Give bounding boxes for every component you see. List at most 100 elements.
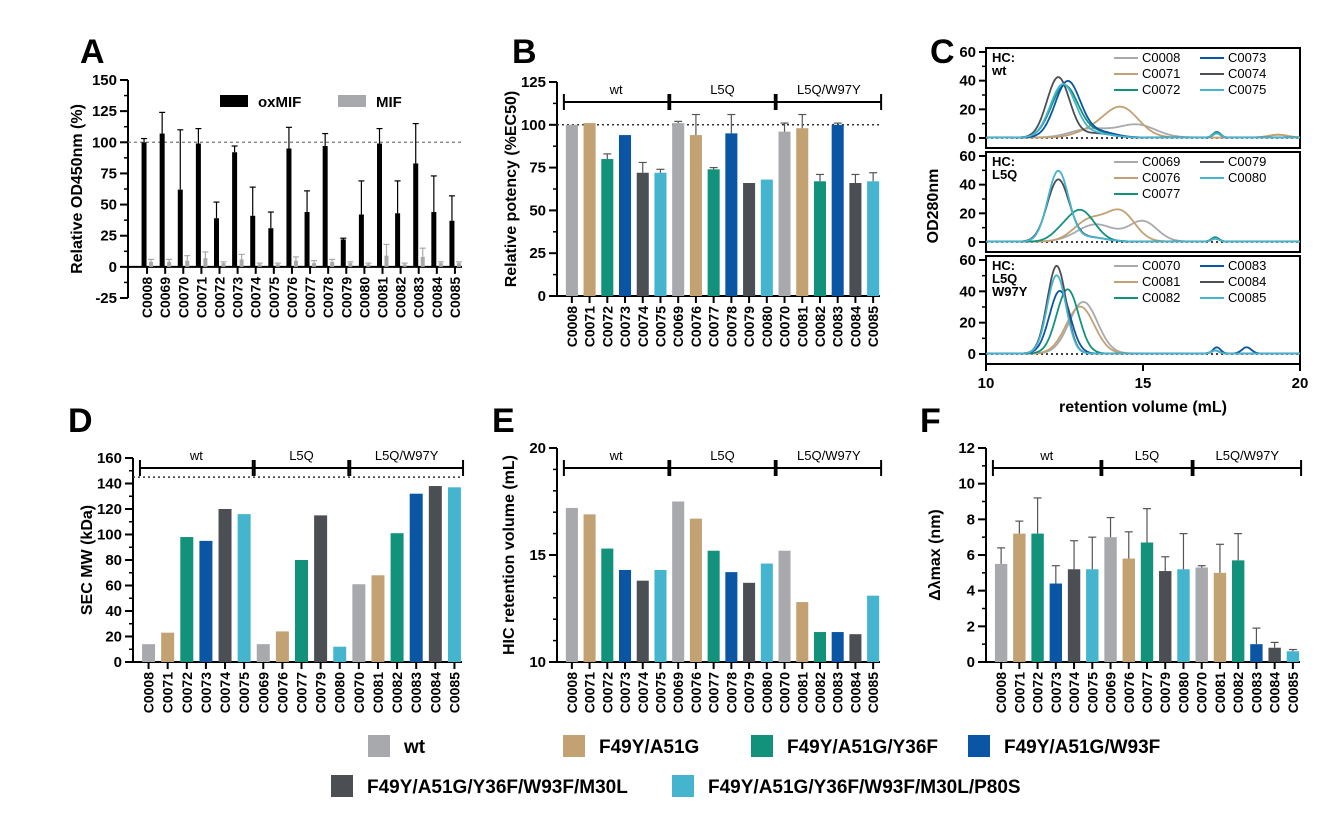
bar-mif (402, 264, 407, 267)
x-tick-label: C0079 (313, 672, 329, 713)
x-tick-label: C0081 (794, 306, 810, 347)
y-tick-label: 0 (968, 130, 976, 147)
bar-oxmif (358, 214, 364, 267)
panel-label-c: C (930, 33, 955, 71)
group-label: L5Q/W97Y (797, 82, 861, 97)
bar (601, 548, 614, 662)
x-tick-label: C0073 (230, 277, 246, 318)
x-tick-label: C0075 (266, 277, 282, 318)
x-tick-label: C0071 (1011, 672, 1027, 713)
bar (1268, 647, 1281, 662)
x-tick-label: C0069 (670, 672, 686, 713)
bar (352, 584, 366, 662)
x-tick-label: C0008 (141, 672, 157, 713)
x-tick-label: C0073 (1048, 672, 1064, 713)
x-tick-label: C0069 (1103, 672, 1119, 713)
x-tick-label: C0074 (635, 672, 651, 713)
legend-label-c0076: C0076 (1142, 170, 1180, 185)
bar (409, 493, 423, 662)
legend-label: F49Y/A51G/Y36F/W93F/M30L (367, 777, 628, 798)
y-tick-label: 15 (529, 547, 546, 564)
group-label: wt (1039, 448, 1053, 463)
legend-swatch-mif (338, 95, 366, 107)
x-tick-label: C0073 (198, 672, 214, 713)
bar-mif (312, 263, 317, 267)
x-tick-label: C0071 (193, 277, 209, 318)
x-tick-label: C0070 (777, 672, 793, 713)
subplot-label: HC: (992, 50, 1015, 65)
x-tick-label: C0085 (865, 306, 881, 347)
x-tick-label: C0074 (217, 672, 233, 713)
y-tick-label: 140 (97, 476, 122, 493)
x-tick-label: C0070 (1194, 672, 1210, 713)
legend-label-c0075: C0075 (1228, 82, 1266, 97)
legend-label-c0071: C0071 (1142, 66, 1180, 81)
x-tick-label: C0079 (741, 672, 757, 713)
x-tick-label: C0076 (284, 277, 300, 318)
group-label: L5Q (710, 448, 735, 463)
x-tick-label: C0080 (759, 306, 775, 347)
bar-oxmif (449, 220, 455, 267)
bar (636, 172, 649, 296)
x-tick-label: C0082 (1230, 672, 1246, 713)
bar-mif (185, 260, 190, 267)
y-tick-label: 20 (959, 315, 976, 332)
bar (1159, 571, 1172, 662)
bar (199, 540, 213, 662)
bar (619, 569, 632, 662)
x-tick-label: C0077 (1139, 672, 1155, 713)
bar-oxmif (340, 239, 346, 267)
bar-oxmif (304, 212, 310, 267)
legend-label-c0084: C0084 (1228, 274, 1266, 289)
bar-mif (348, 263, 353, 267)
x-tick-label: C0080 (759, 672, 775, 713)
y-tick-label: 60 (959, 252, 976, 269)
y-tick-label: 160 (97, 450, 122, 467)
x-tick-label: C0083 (411, 277, 427, 318)
x-tick-label: C0077 (302, 277, 318, 318)
y-tick-label: 40 (959, 283, 976, 300)
legend-label-c0079: C0079 (1228, 154, 1266, 169)
bar (1013, 533, 1026, 662)
x-tick-label: C0080 (1175, 672, 1191, 713)
x-tick-label: C0075 (236, 672, 252, 713)
x-tick-label: C0077 (294, 672, 310, 713)
group-label: L5Q (710, 82, 735, 97)
x-tick-label: C0082 (812, 672, 828, 713)
x-tick-label: C0075 (1084, 672, 1100, 713)
bar-oxmif (395, 213, 401, 267)
y-tick-label: 100 (521, 117, 546, 134)
x-tick-label: C0085 (446, 672, 462, 713)
x-tick-label: C0085 (447, 277, 463, 318)
legend-label-c0070: C0070 (1142, 258, 1180, 273)
bar-oxmif (377, 143, 382, 267)
bar-mif (167, 261, 172, 267)
bar-oxmif (322, 146, 328, 267)
bar (180, 537, 194, 662)
curve-c0085 (986, 274, 1300, 355)
y-tick-label: 0 (109, 259, 117, 276)
x-tick-label: C0083 (830, 672, 846, 713)
x-tick-label: C0084 (847, 672, 863, 713)
y-tick-label: 6 (967, 547, 975, 564)
x-tick-label: C0081 (370, 672, 386, 713)
x-tick-label: C0083 (1248, 672, 1264, 713)
x-tick-label: C0082 (393, 277, 409, 318)
x-tick-label: C0076 (274, 672, 290, 713)
bar (1049, 583, 1063, 662)
bar-mif (257, 264, 262, 267)
y-tick-label: 75 (100, 165, 117, 182)
y-tick-label: 8 (967, 511, 975, 528)
bar (867, 181, 880, 296)
y-tick-label: 25 (100, 228, 117, 245)
y-tick-label: 40 (105, 603, 122, 620)
bar-oxmif (250, 215, 256, 267)
x-tick-label: C0077 (706, 672, 722, 713)
bar-mif (275, 264, 280, 267)
y-tick-label: 40 (959, 177, 976, 194)
bar-oxmif (268, 228, 274, 267)
